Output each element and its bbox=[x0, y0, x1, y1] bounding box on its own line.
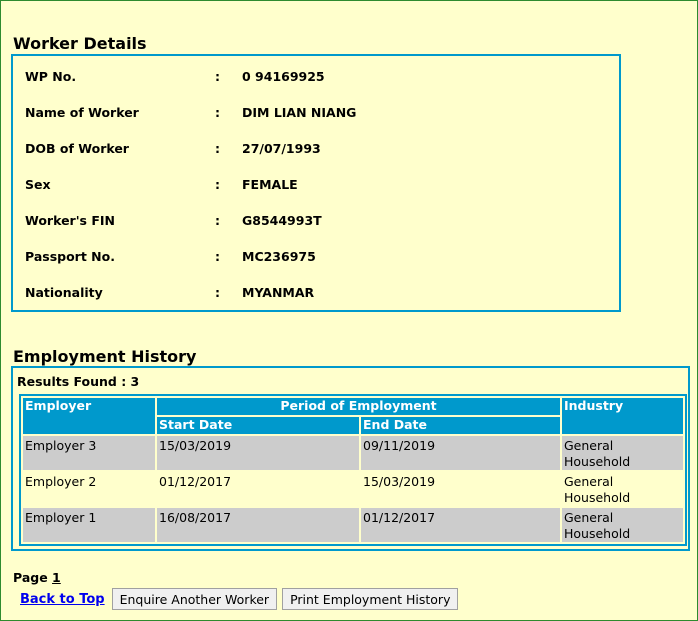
field-label: Passport No. bbox=[25, 249, 115, 264]
cell-end: 01/12/2017 bbox=[361, 508, 560, 542]
employment-history-box: Results Found : 3 Employer Period of Emp… bbox=[11, 366, 690, 551]
employment-table: Employer Period of Employment Industry S… bbox=[21, 396, 685, 544]
cell-industry: General Household bbox=[562, 508, 683, 542]
header-end-date: End Date bbox=[361, 417, 560, 434]
cell-industry: General Household bbox=[564, 474, 631, 505]
header-employer: Employer bbox=[23, 398, 155, 434]
field-value: FEMALE bbox=[242, 177, 298, 192]
header-period: Period of Employment bbox=[157, 398, 560, 415]
field-value: MC236975 bbox=[242, 249, 316, 264]
field-label: Name of Worker bbox=[25, 105, 139, 120]
separator: : bbox=[215, 213, 220, 228]
field-value: DIM LIAN NIANG bbox=[242, 105, 357, 120]
separator: : bbox=[215, 141, 220, 156]
worker-details-title: Worker Details bbox=[13, 34, 147, 53]
cell-start: 01/12/2017 bbox=[159, 474, 232, 489]
back-to-top-link[interactable]: Back to Top bbox=[20, 591, 105, 607]
separator: : bbox=[215, 69, 220, 84]
cell-end: 15/03/2019 bbox=[363, 474, 436, 489]
field-label: Nationality bbox=[25, 285, 103, 300]
cell-end: 09/11/2019 bbox=[361, 436, 560, 470]
field-value: 27/07/1993 bbox=[242, 141, 321, 156]
print-employment-history-button[interactable]: Print Employment History bbox=[282, 588, 459, 610]
page-link-1[interactable]: 1 bbox=[52, 570, 61, 585]
results-count: Results Found : 3 bbox=[17, 374, 140, 389]
table-row: Employer 3 15/03/2019 09/11/2019 General Ho… bbox=[23, 436, 683, 470]
cell-start: 15/03/2019 bbox=[157, 436, 359, 470]
cell-employer: Employer 3 bbox=[23, 436, 155, 470]
worker-details-box: WP No.: 0 94169925 Name of Worker: DIM LIAN… bbox=[11, 54, 621, 312]
field-label: Worker's FIN bbox=[25, 213, 115, 228]
field-value: G8544993T bbox=[242, 213, 322, 228]
enquire-another-worker-button[interactable]: Enquire Another Worker bbox=[111, 588, 278, 610]
field-value: MYANMAR bbox=[242, 285, 315, 300]
pagination: Page 1 bbox=[13, 570, 61, 585]
header-start-date: Start Date bbox=[157, 417, 359, 434]
separator: : bbox=[215, 285, 220, 300]
separator: : bbox=[215, 177, 220, 192]
page-label: Page bbox=[13, 570, 48, 585]
table-row: Employer 1 16/08/2017 01/12/2017 General Ho… bbox=[23, 508, 683, 542]
separator: : bbox=[215, 249, 220, 264]
field-label: Sex bbox=[25, 177, 51, 192]
separator: : bbox=[215, 105, 220, 120]
field-value: 0 94169925 bbox=[242, 69, 325, 84]
cell-employer: Employer 1 bbox=[23, 508, 155, 542]
cell-industry: General Household bbox=[562, 436, 683, 470]
employment-history-title: Employment History bbox=[13, 347, 197, 366]
cell-start: 16/08/2017 bbox=[157, 508, 359, 542]
field-label: DOB of Worker bbox=[25, 141, 129, 156]
cell-employer: Employer 2 bbox=[25, 474, 97, 489]
field-label: WP No. bbox=[25, 69, 77, 84]
table-row: Employer 2 01/12/2017 15/03/2019 General Ho… bbox=[23, 472, 683, 506]
header-industry: Industry bbox=[562, 398, 683, 434]
